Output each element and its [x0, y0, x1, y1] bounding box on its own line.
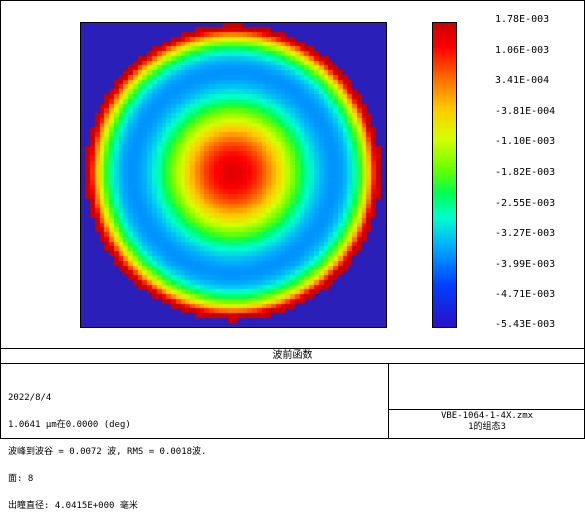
colorbar-tick: -3.27E-003	[495, 228, 556, 239]
colorbar-tick: 1.78E-003	[495, 14, 550, 25]
colorbar-tick: 3.41E-004	[495, 75, 550, 86]
info-exit-pupil: 出瞳直径: 4.0415E+000 毫米	[8, 501, 138, 511]
colorbar-tick: -2.55E-003	[495, 198, 556, 209]
colorbar-tick: -3.81E-004	[495, 106, 556, 117]
divider	[388, 409, 585, 410]
colorbar-tick: -1.82E-003	[495, 167, 556, 178]
divider	[388, 364, 389, 439]
colorbar-tick: -1.10E-003	[495, 136, 556, 147]
info-date: 2022/8/4	[8, 393, 52, 403]
info-pv-rms: 波峰到波谷 = 0.0072 波, RMS = 0.0018波.	[8, 447, 207, 457]
colorbar-tick: -4.71E-003	[495, 289, 556, 300]
plot-title: 波前函数	[0, 349, 585, 364]
colorbar-tick: -5.43E-003	[495, 319, 556, 330]
configuration-label: 1的组态3	[468, 422, 506, 432]
wavefront-map-canvas	[81, 23, 386, 327]
colorbar-tick: 1.06E-003	[495, 45, 550, 56]
info-wavelength: 1.0641 µm在0.0000 (deg)	[8, 420, 131, 430]
colorbar-tick: -3.99E-003	[495, 259, 556, 270]
file-name: VBE-1064-1-4X.zmx	[440, 411, 534, 421]
wavefront-map	[80, 22, 387, 328]
colorbar	[432, 22, 457, 328]
info-surface: 面: 8	[8, 474, 34, 484]
divider	[0, 348, 585, 349]
info-panel: 2022/8/4 1.0641 µm在0.0000 (deg) 波峰到波谷 = …	[8, 376, 206, 520]
